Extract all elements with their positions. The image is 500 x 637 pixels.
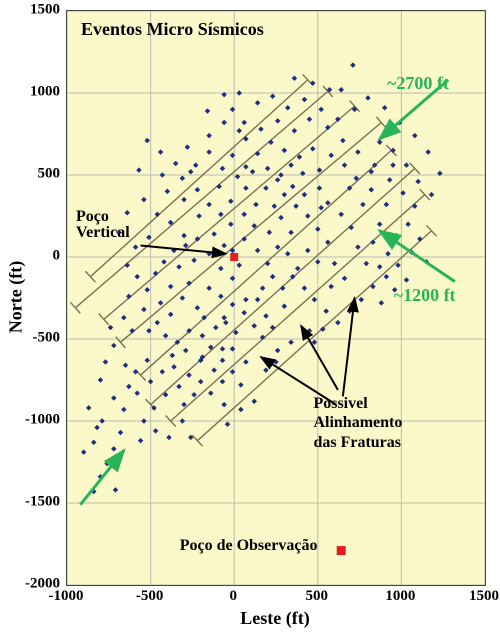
annotation-poco-line2: Vertical — [76, 224, 130, 242]
annotation-frat-line2: Alinhamento — [313, 414, 402, 432]
annotation-1200ft: ~1200 ft — [394, 285, 456, 306]
y-tick: 1500 — [30, 2, 60, 19]
y-tick: 0 — [53, 248, 61, 265]
x-tick: 1000 — [385, 588, 415, 605]
y-tick: 500 — [38, 166, 61, 183]
y-tick: -500 — [33, 330, 61, 347]
y-axis-title: Norte (ft) — [6, 261, 27, 333]
x-tick: 0 — [229, 588, 237, 605]
y-tick: -2000 — [25, 576, 60, 593]
legend-obs-label: Poço de Observação — [180, 537, 318, 555]
annotation-frat-line3: das Fraturas — [313, 434, 401, 452]
y-tick: 1000 — [30, 84, 60, 101]
x-tick: 500 — [306, 588, 329, 605]
x-tick: -500 — [136, 588, 164, 605]
x-tick: 1500 — [469, 588, 499, 605]
annotation-2700ft: ~2700 ft — [387, 73, 449, 94]
y-tick: -1500 — [25, 494, 60, 511]
annotation-frat-line1: Possivel — [313, 395, 367, 413]
x-axis-title: Leste (ft) — [240, 608, 309, 629]
y-tick: -1000 — [25, 412, 60, 429]
figure-root: Leste (ft) Norte (ft) Eventos Micro Sísm… — [0, 0, 500, 637]
chart-title: Eventos Micro Sísmicos — [81, 19, 264, 40]
